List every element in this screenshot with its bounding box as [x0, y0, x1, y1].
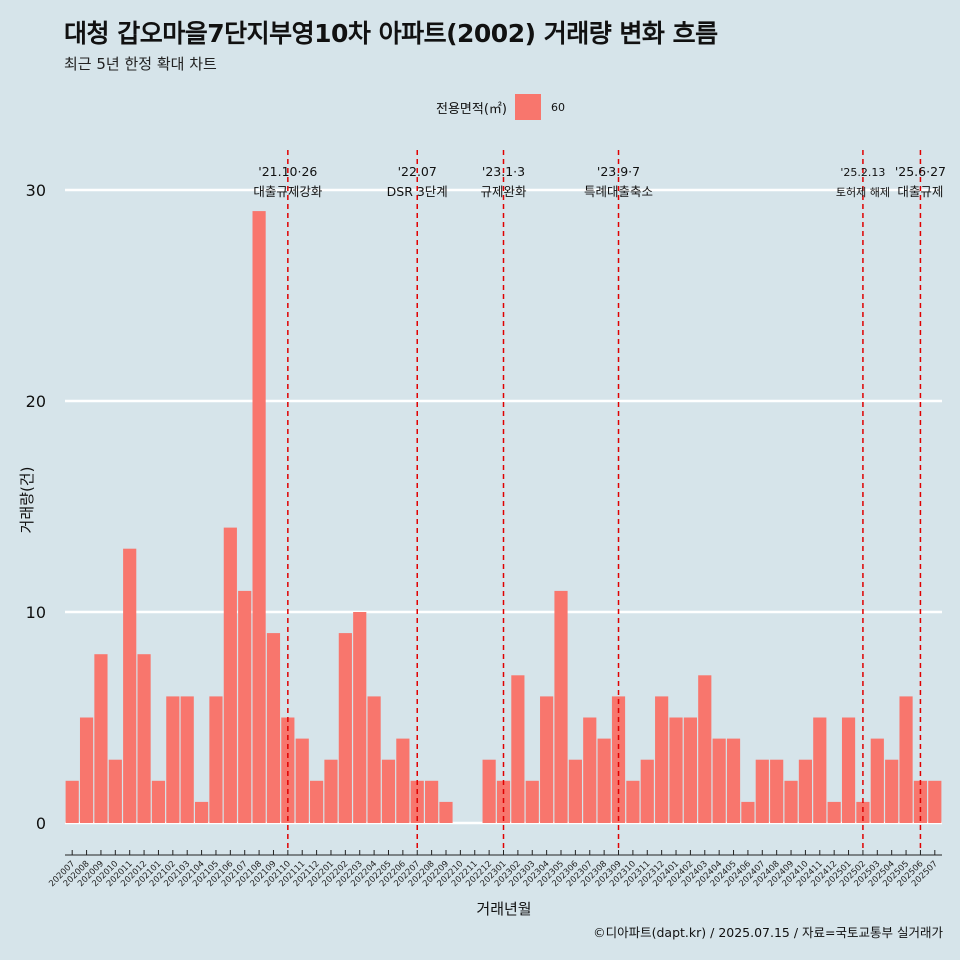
- x-axis: 2020072020082020092020102020112020122021…: [47, 850, 942, 889]
- bar: [310, 780, 324, 823]
- event-date-label: '25.2.13: [840, 166, 885, 179]
- bar: [784, 780, 798, 823]
- bar: [583, 717, 597, 823]
- bar: [755, 759, 769, 823]
- bar: [295, 738, 309, 823]
- event-label: 규제완화: [480, 184, 527, 199]
- bar: [65, 780, 79, 823]
- bar: [137, 654, 151, 823]
- legend-title: 전용면적(㎡): [436, 101, 507, 117]
- y-tick-label: 10: [26, 603, 46, 622]
- bar: [266, 633, 281, 823]
- bar: [640, 759, 654, 823]
- bar: [223, 527, 237, 823]
- bar: [396, 738, 410, 823]
- bar: [928, 780, 942, 823]
- bar: [108, 759, 122, 823]
- bar: [252, 211, 266, 824]
- x-axis-label: 거래년월: [476, 900, 531, 918]
- bar: [525, 780, 539, 823]
- bar: [611, 696, 626, 823]
- event-date-label: '22.07: [398, 164, 437, 179]
- bar: [698, 675, 712, 823]
- bar: [813, 717, 827, 823]
- bar: [597, 738, 611, 823]
- bar: [209, 696, 223, 823]
- bar: [166, 696, 180, 823]
- bar: [94, 654, 108, 823]
- y-axis-label: 거래량(건): [18, 467, 36, 534]
- source-caption: ©디아파트(dapt.kr) / 2025.07.15 / 자료=국토교통부 실…: [593, 925, 943, 940]
- bar: [798, 759, 813, 823]
- bar: [712, 738, 726, 823]
- event-lines: '21.10·26 대출규제강화 '22.07 DSR 3단계 '23.1·3 규제완화 '…: [253, 150, 946, 852]
- bar: [885, 759, 899, 823]
- event-date-label: '23.9·7: [597, 164, 640, 179]
- legend: 전용면적(㎡) 60: [436, 93, 565, 121]
- event-label: 토허제 해제: [836, 185, 890, 199]
- y-tick-label: 20: [26, 392, 46, 411]
- chart-subtitle: 최근 5년 한정 확대 차트: [64, 55, 217, 73]
- bar: [870, 738, 884, 823]
- event-label: 대출규제강화: [253, 184, 323, 199]
- bar: [540, 696, 554, 823]
- bar: [856, 801, 870, 823]
- bar: [669, 717, 683, 823]
- event-label: 특례대출축소: [584, 184, 653, 199]
- bar: [683, 717, 697, 823]
- bar: [511, 675, 525, 823]
- y-tick-label: 30: [26, 181, 46, 200]
- bar: [123, 548, 137, 823]
- event-label: 대출규제: [897, 184, 943, 199]
- bar: [238, 590, 252, 823]
- event-date-label: '21.10·26: [258, 164, 317, 179]
- bar: [381, 759, 396, 823]
- bar: [439, 801, 453, 823]
- bar: [827, 801, 841, 823]
- bar: [841, 717, 856, 823]
- bars: [65, 211, 942, 824]
- bar: [899, 696, 913, 823]
- y-axis-ticks: 0 10 20 30: [26, 181, 46, 833]
- bar: [482, 759, 496, 823]
- bar: [151, 780, 166, 823]
- bar: [726, 738, 741, 823]
- bar: [367, 696, 381, 823]
- event-label: DSR 3단계: [387, 184, 448, 199]
- bar: [338, 633, 352, 823]
- event-date-label: '23.1·3: [482, 164, 525, 179]
- bar: [770, 759, 784, 823]
- bar: [425, 780, 439, 823]
- bar: [655, 696, 669, 823]
- legend-key: [514, 94, 541, 120]
- y-tick-label: 0: [36, 814, 46, 833]
- bar: [79, 717, 94, 823]
- bar: [324, 759, 338, 823]
- chart-title: 대청 갑오마을7단지부영10차 아파트(2002) 거래량 변화 흐름: [64, 19, 718, 48]
- bar: [554, 590, 568, 823]
- legend-item-label: 60: [550, 100, 565, 114]
- bar: [626, 780, 640, 823]
- bar: [568, 759, 582, 823]
- event-date-label: '25.6·27: [895, 164, 946, 179]
- bar: [353, 612, 367, 823]
- bar: [741, 801, 755, 823]
- bar: [281, 717, 295, 823]
- bar: [180, 696, 194, 823]
- bar: [194, 801, 209, 823]
